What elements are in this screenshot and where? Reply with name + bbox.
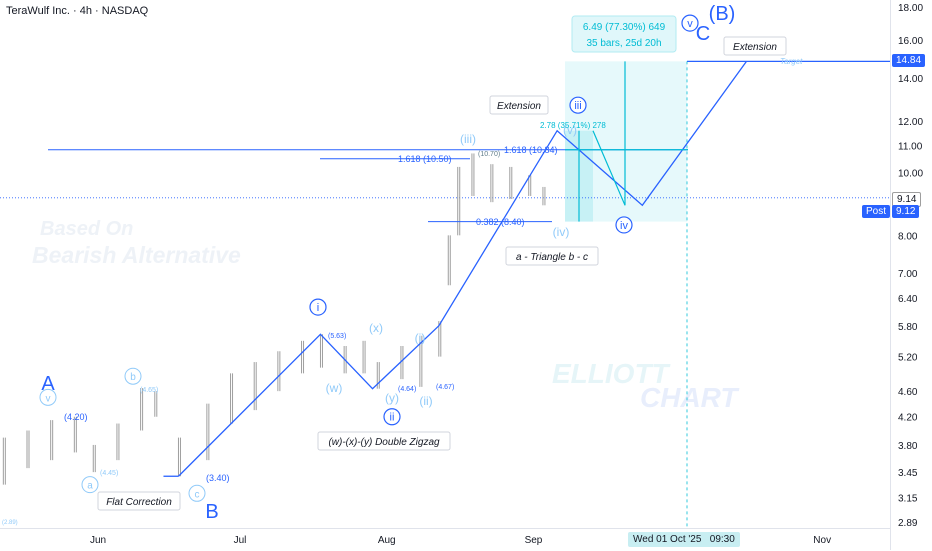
wave-v-small-circle <box>39 388 57 406</box>
wave-c-small-circle <box>188 484 206 502</box>
wave-iv-circ: iv <box>620 220 628 232</box>
price-label-3-40: (3.40) <box>206 473 230 483</box>
target-label: Target <box>780 57 803 66</box>
price-tick-label: 4.60 <box>898 387 918 398</box>
price-tick-label: 6.40 <box>898 294 918 305</box>
time-tick-label: Jul <box>234 535 247 546</box>
wave-i-circ: i <box>317 302 319 314</box>
wave-label-B: B <box>205 501 218 523</box>
price-tick-label: 16.00 <box>898 36 923 47</box>
wave-w: (w) <box>326 381 343 395</box>
price-tick-label: 5.20 <box>898 353 918 364</box>
wave-i-circ-circle <box>309 298 327 316</box>
price-tick-label: 8.00 <box>898 231 918 242</box>
price-label-4-45: (4.45) <box>100 470 118 477</box>
price-tick-label: 18.00 <box>898 3 923 14</box>
price-tick-label: 3.80 <box>898 441 918 452</box>
price-tick-label: 4.20 <box>898 413 918 424</box>
price-axis[interactable] <box>890 0 932 550</box>
fib-label-1618-b: 1.618 (10.84) <box>504 145 558 155</box>
wave-iv-circ-circle <box>615 216 633 234</box>
time-tick-label: Jun <box>90 535 106 546</box>
callout-extension-2: Extension <box>733 42 777 53</box>
watermark-bearish: Bearish Alternative <box>32 242 241 268</box>
wave-b-small: b <box>130 372 136 383</box>
crosshair-time: 09:30 <box>709 534 735 545</box>
wave-iii-circ: iii <box>574 100 581 112</box>
price-tick-label: 2.89 <box>898 518 918 529</box>
callout-extension-1: Extension <box>497 101 541 112</box>
price-tick-label: 7.00 <box>898 269 918 280</box>
measure-box <box>571 15 677 53</box>
callout-double-zigzag: (w)-(x)-(y) Double Zigzag <box>328 437 440 448</box>
time-axis[interactable] <box>0 528 890 551</box>
wave-label-A: A <box>41 373 55 395</box>
price-label-2-89: (2.89) <box>2 520 18 526</box>
price-label-5-63: (5.63) <box>328 333 346 340</box>
price-tick-label: 10.00 <box>898 168 923 179</box>
time-tick-label: Nov <box>813 535 831 546</box>
time-tick-label: Aug <box>378 535 396 546</box>
price-tick-label: 12.00 <box>898 117 923 128</box>
wave-iii-paren: (iii) <box>460 132 476 146</box>
wave-path <box>178 60 747 477</box>
wave-iv-paren: (iv) <box>553 225 570 239</box>
crosshair-time-label: Wed 01 Oct '25 09:30 <box>628 532 740 547</box>
wave-v-circ-circle <box>681 14 699 32</box>
projection-down <box>592 130 626 206</box>
post-price-label: 9.12 <box>892 205 920 218</box>
measure-text-2: 35 bars, 25d 20h <box>586 38 661 49</box>
callout-flat-box <box>97 491 181 511</box>
wave-label-B-paren: (B) <box>709 3 736 25</box>
watermark-elliott: ELLIOTT <box>552 358 669 389</box>
wave-a-small-circle <box>81 476 99 494</box>
watermark-based-on: Based On <box>40 218 134 240</box>
wave-ii-paren: (ii) <box>419 394 432 408</box>
price-label-4-67: (4.67) <box>436 384 454 391</box>
wave-a-small: a <box>87 481 93 492</box>
callout-flat: Flat Correction <box>106 497 172 508</box>
fib-label-0382: 0.382 (8.40) <box>476 217 525 227</box>
time-tick-label: Sep <box>525 535 543 546</box>
wave-v-paren: (v) <box>563 123 577 137</box>
crosshair-date: Wed 01 Oct '25 <box>633 534 702 545</box>
measure-text-1: 6.49 (77.30%) 649 <box>583 22 666 33</box>
fib-label-1618-a: 1.618 (10.50) <box>398 154 452 164</box>
wave-label-C: C <box>696 23 710 45</box>
callout-double-zigzag-box <box>317 431 451 451</box>
price-label-4-20: (4.20) <box>64 412 88 422</box>
price-label-4-65: (4.65) <box>140 387 158 394</box>
callout-triangle: a - Triangle b - c <box>516 252 588 263</box>
callout-extension-2-box <box>723 36 787 56</box>
watermark-chart: CHART <box>640 382 738 413</box>
wave-iii-circ-circle <box>569 96 587 114</box>
post-label: Post <box>862 205 891 218</box>
price-tick-label: 3.45 <box>898 468 918 479</box>
target-price-label: 14.84 <box>892 54 926 67</box>
wave-v-small: v <box>46 393 51 404</box>
price-tick-label: 5.80 <box>898 322 918 333</box>
price-label-4-64: (4.64) <box>398 386 416 393</box>
price-tick-label: 14.00 <box>898 74 923 85</box>
callout-extension-1-box <box>489 95 549 115</box>
wave-ii-circ-circle <box>383 408 401 426</box>
callout-triangle-box <box>505 246 599 266</box>
price-tick-label: 11.00 <box>898 142 923 153</box>
wave-x: (x) <box>369 321 383 335</box>
wave-y: (y) <box>385 391 399 405</box>
wave-ii-circ: ii <box>390 412 395 424</box>
chart-title: TeraWulf Inc. · 4h · NASDAQ <box>6 5 149 17</box>
wave-i-paren: (i) <box>415 331 426 345</box>
wave-v-circ: v <box>687 18 693 30</box>
price-label-10-70: (10.70) <box>478 151 500 158</box>
wave-b-small-circle <box>124 367 142 385</box>
price-tick-label: 3.15 <box>898 494 918 505</box>
fib-label-278: 2.78 (35.71%) 278 <box>540 121 606 130</box>
wave-c-small: c <box>195 489 200 500</box>
